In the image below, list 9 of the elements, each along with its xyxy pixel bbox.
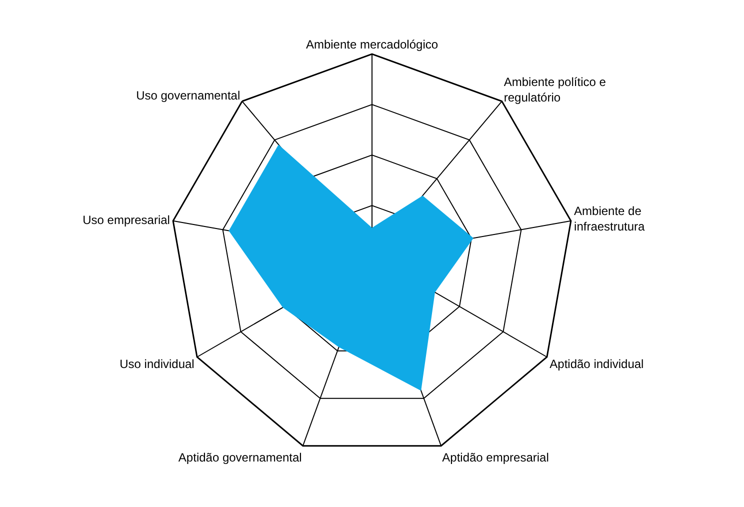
spoke-label: Uso individual bbox=[120, 357, 194, 372]
spoke-label: Aptidão individual bbox=[550, 357, 644, 372]
spoke-label: Aptidão governamental bbox=[178, 450, 302, 464]
spoke-label: Ambiente político e regulatório bbox=[504, 74, 606, 105]
spoke-label: Ambiente de infraestrutura bbox=[574, 204, 646, 234]
spoke-label: Aptidão empresarial bbox=[442, 450, 549, 464]
spoke-label: Uso governamental bbox=[136, 88, 240, 103]
spoke-label: Uso empresarial bbox=[82, 213, 170, 228]
spoke-label: Ambiente mercadológico bbox=[306, 37, 438, 52]
